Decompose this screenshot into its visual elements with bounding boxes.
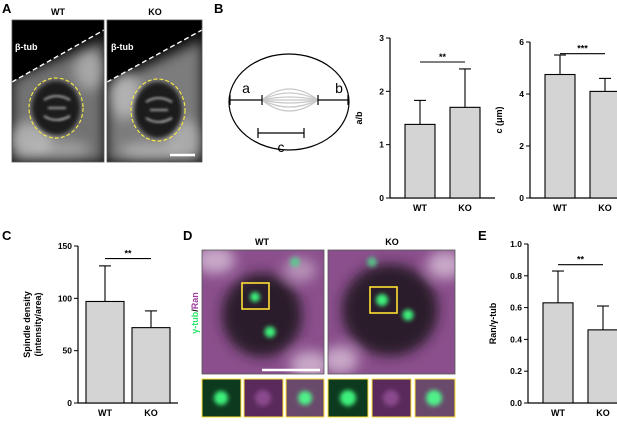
x-tick-label-wt: WT: [551, 408, 565, 418]
panel-a-wt-label: WT: [51, 7, 65, 17]
panel-a-ko-label: KO: [148, 7, 162, 17]
y-axis-label: Spindle density: [22, 291, 32, 358]
diagram-label-b: b: [335, 80, 343, 96]
panel-d-ko-label: KO: [385, 237, 399, 247]
chart-b-ab: 0 1 2 3 a/b WT KO **: [354, 33, 495, 213]
panel-letter-c: C: [2, 228, 12, 243]
bar-wt: [85, 300, 125, 404]
diagram-label-a: a: [242, 80, 250, 96]
panel-a-ko-micrograph: β-tub: [107, 20, 202, 162]
y-axis-label: a/b: [354, 111, 364, 125]
x-tick-label-ko: KO: [458, 203, 472, 213]
panel-d-ko-image: [328, 250, 455, 374]
x-tick-label-wt: WT: [98, 408, 112, 418]
bar-ko: [449, 106, 481, 199]
chart-e: 0.0 0.2 0.4 0.6 0.8 1.0 Ran/γ-tub WT KO **: [488, 239, 617, 418]
y-tick-label: 0.0: [510, 398, 522, 408]
x-tick-label-ko: KO: [144, 408, 158, 418]
y-tick-label: 150: [58, 241, 72, 251]
channel-magenta-label: Ran: [190, 292, 200, 309]
panel-letter-d: D: [183, 228, 192, 243]
channel-green-label: γ-tub: [190, 311, 200, 333]
inset-wt-green: [202, 379, 241, 417]
panel-d-wt-image: [202, 250, 324, 374]
panel-a-ko-stain-label: β-tub: [111, 42, 134, 52]
bar-ko: [589, 90, 617, 199]
y-tick-label: 2: [519, 141, 524, 151]
y-tick-label: 2: [379, 86, 384, 96]
significance-marker: **: [439, 52, 447, 62]
y-tick-label: 50: [63, 346, 73, 356]
y-tick-label: 4: [519, 89, 524, 99]
y-tick-label: 0.2: [510, 366, 522, 376]
y-tick-label: 0: [379, 193, 384, 203]
panel-a-wt-stain-label: β-tub: [15, 42, 38, 52]
significance-marker: **: [577, 255, 585, 265]
bar-ko: [131, 327, 171, 404]
significance-marker: ***: [577, 44, 588, 54]
significance-marker: **: [124, 249, 132, 259]
inset-ko-magenta: [372, 379, 411, 417]
bar-wt: [404, 123, 436, 199]
bar-ko: [587, 329, 617, 404]
panel-d-insets: [201, 378, 456, 418]
y-tick-label: 0: [67, 398, 72, 408]
x-tick-label-wt: WT: [413, 203, 427, 213]
panel-d-channel-label: γ-tub/Ran: [190, 292, 200, 334]
y-axis-label: c (μm): [494, 106, 504, 133]
inset-wt-merge: [286, 379, 324, 417]
y-axis-label: Ran/γ-tub: [488, 302, 498, 344]
channel-separator: /: [190, 309, 200, 312]
inset-ko-merge: [415, 379, 455, 417]
x-tick-label-ko: KO: [596, 408, 610, 418]
y-tick-label: 1: [379, 140, 384, 150]
y-tick-label: 0.4: [510, 334, 522, 344]
diagram-label-c: c: [278, 139, 285, 155]
bar-wt: [542, 302, 574, 404]
inset-ko-green: [328, 379, 368, 417]
y-tick-label: 3: [379, 33, 384, 43]
y-tick-label: 0: [519, 193, 524, 203]
panel-letter-b: B: [214, 1, 223, 16]
chart-b-c: 0 2 4 6 c (μm) WT KO ***: [494, 37, 617, 213]
panel-letter-a: A: [2, 1, 12, 16]
x-tick-label-wt: WT: [553, 203, 567, 213]
panel-letter-e: E: [478, 228, 487, 243]
chart-c: 0 50 100 150 Spindle density (intensity/area)…: [22, 241, 178, 418]
y-tick-label: 0.8: [510, 271, 522, 281]
y-tick-label: 0.6: [510, 303, 522, 313]
inset-wt-magenta: [244, 379, 283, 417]
y-tick-label: 6: [519, 37, 524, 47]
x-tick-label-ko: KO: [598, 203, 612, 213]
panel-d-wt-label: WT: [255, 237, 269, 247]
y-tick-label: 100: [58, 293, 72, 303]
panel-a-wt-micrograph: β-tub: [12, 20, 104, 162]
spindle-diagram: a b c: [228, 53, 350, 155]
y-axis-label-2: (intensity/area): [33, 292, 43, 356]
y-tick-label: 1.0: [510, 239, 522, 249]
bar-wt: [544, 73, 576, 199]
